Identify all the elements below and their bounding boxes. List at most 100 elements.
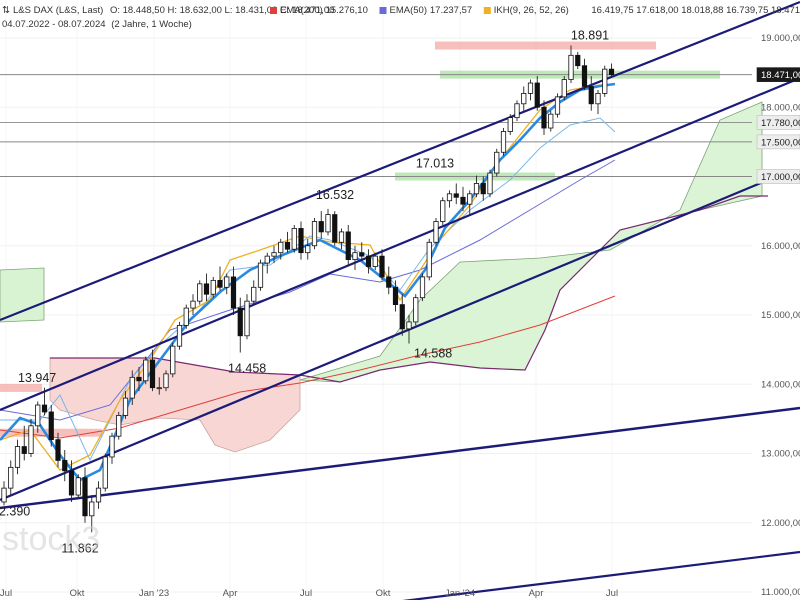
- candle-body: [413, 297, 419, 323]
- candle-body: [95, 487, 102, 503]
- candle: [595, 89, 601, 115]
- candle-body: [318, 221, 324, 233]
- svg-text:L&S DAX (L&S, Last) O: 1: L&S DAX (L&S, Last) O: 18.448,50 H: 18.6…: [13, 5, 334, 16]
- x-tick-label: Okt: [376, 588, 391, 599]
- candle: [568, 45, 574, 84]
- candle-body: [291, 228, 297, 250]
- candle-body: [500, 131, 507, 153]
- candle: [48, 405, 54, 447]
- instrument-name: L&S DAX (L&S, Last): [13, 5, 103, 16]
- candle: [305, 238, 311, 260]
- candle: [521, 86, 527, 111]
- candle-body: [325, 214, 331, 233]
- price-annotation: 12.390: [0, 505, 30, 519]
- candle-body: [257, 262, 264, 288]
- y-tick-label: 13.000,00: [761, 449, 800, 460]
- candle: [149, 349, 156, 392]
- candle: [406, 315, 412, 344]
- price-tag: [756, 67, 800, 82]
- candle-body: [494, 151, 500, 174]
- candle-body: [379, 255, 385, 278]
- candle-body: [446, 193, 453, 202]
- candle: [453, 183, 459, 205]
- legend-value: 17.237,57: [430, 5, 472, 16]
- x-tick-label: Apr: [529, 588, 544, 599]
- svg-text:04.07.2022 - 08.07.2024: 04.07.2022 - 08.07.2024 (2 Jahre, 1 Woch…: [2, 19, 192, 30]
- candle-body: [156, 387, 162, 390]
- trend-line: [402, 550, 800, 600]
- candle-body: [109, 435, 115, 458]
- candle: [554, 93, 561, 118]
- candle-body: [41, 404, 48, 413]
- candle: [548, 110, 554, 132]
- candle-body: [122, 397, 129, 416]
- legend-entry: EMA(50) 17.237,57: [379, 5, 472, 16]
- price-tag: [756, 134, 800, 150]
- candle-body: [170, 345, 176, 375]
- candle-body: [514, 103, 520, 119]
- candle-body: [338, 231, 345, 243]
- candle: [413, 294, 419, 326]
- candle: [89, 495, 95, 533]
- candle: [257, 259, 264, 291]
- candle: [82, 467, 88, 523]
- price-annotation: 18.891: [571, 29, 609, 43]
- candle-body: [251, 286, 257, 302]
- candle-body: [271, 252, 277, 257]
- candle-body: [143, 359, 149, 382]
- candle: [494, 148, 500, 177]
- candle: [318, 211, 324, 239]
- candle-body: [359, 252, 365, 257]
- candle-body: [386, 276, 392, 288]
- candle: [433, 218, 439, 246]
- price-tag-label: 17.000,00: [761, 172, 800, 183]
- x-tick-label: Jul: [0, 588, 12, 599]
- candle-body: [136, 376, 142, 382]
- candle: [561, 76, 567, 101]
- legend-swatch: [379, 7, 387, 14]
- candle: [217, 266, 223, 291]
- candle-body: [554, 96, 561, 115]
- candle: [8, 460, 14, 496]
- candle: [446, 190, 453, 208]
- candle: [203, 273, 210, 302]
- candle: [102, 453, 108, 492]
- candle: [365, 249, 372, 274]
- candle: [500, 128, 507, 156]
- candle: [21, 425, 27, 461]
- candle-body: [48, 411, 54, 441]
- candle-body: [55, 439, 61, 461]
- candle: [311, 218, 318, 250]
- candle-body: [116, 415, 122, 437]
- candle-body: [298, 228, 304, 254]
- candle-body: [244, 300, 250, 337]
- candle: [28, 418, 34, 457]
- candle: [298, 221, 304, 260]
- x-tick-label: Jan '23: [139, 588, 169, 599]
- candle-body: [433, 221, 439, 243]
- candle: [170, 342, 176, 378]
- candle: [278, 238, 284, 260]
- candle: [116, 411, 122, 440]
- x-axis: Jul Okt Jan '23 Apr Jul Okt Jan '24 Apr Jul: [0, 588, 618, 599]
- candle-body: [163, 373, 169, 389]
- candle: [480, 176, 486, 201]
- price-annotation: 14.458: [228, 362, 266, 376]
- candle-body: [473, 183, 480, 195]
- candle-body: [21, 446, 27, 454]
- candle: [527, 79, 534, 101]
- x-tick-label: Jan '24: [445, 588, 475, 599]
- candle-body: [527, 82, 534, 94]
- candle: [291, 224, 297, 253]
- candle-body: [480, 183, 486, 195]
- kijun-line: [0, 117, 616, 462]
- candle-body: [8, 466, 14, 489]
- candle-body: [440, 200, 446, 222]
- candle: [143, 356, 149, 385]
- legend-label: EMA(200): [280, 5, 323, 16]
- candle-body: [332, 214, 338, 243]
- candle-body: [230, 276, 237, 309]
- candle: [467, 190, 473, 215]
- candle-body: [183, 307, 189, 326]
